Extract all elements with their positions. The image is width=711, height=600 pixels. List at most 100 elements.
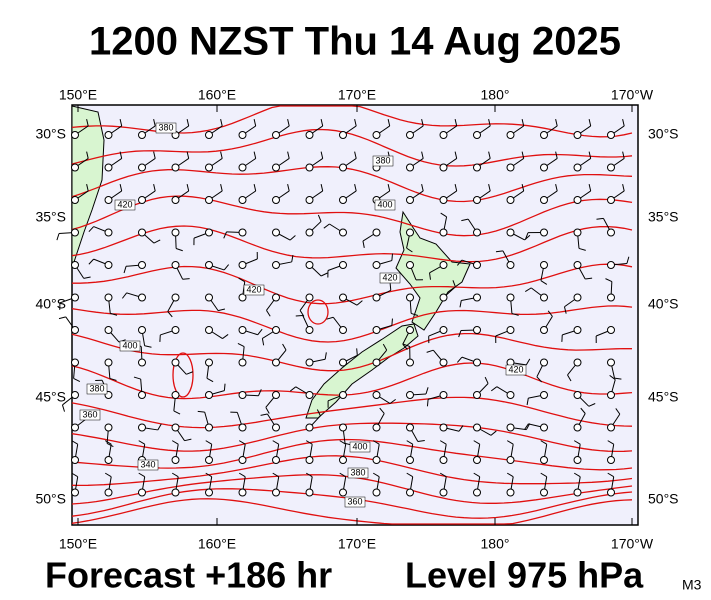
barb-flag: [339, 440, 346, 445]
barb-station: [439, 228, 448, 237]
barb-flag: [372, 472, 380, 478]
barb-flag: [88, 226, 95, 233]
barb-station: [138, 391, 146, 399]
barb-station: [205, 488, 213, 497]
barb-station: [607, 456, 615, 464]
barb-station: [104, 163, 113, 172]
barb-station: [540, 326, 548, 334]
barb-flag: [173, 410, 181, 415]
barb-station: [272, 391, 280, 399]
barb-station: [71, 163, 79, 172]
contour-label: 400: [352, 441, 367, 451]
barb-flag: [454, 151, 458, 159]
barb-flag: [540, 280, 548, 285]
barb-station: [104, 423, 113, 432]
barb-flag: [511, 312, 519, 316]
barb-station: [439, 488, 448, 497]
barb-flag: [205, 472, 212, 478]
barb-flag: [607, 472, 614, 478]
isobar: [71, 455, 633, 487]
barb-station: [138, 423, 146, 432]
barb-station: [473, 293, 481, 302]
barb-flag: [223, 231, 227, 239]
barb-flag: [354, 151, 357, 159]
barb-station: [104, 326, 113, 334]
barb-station: [305, 261, 314, 269]
barb-flag: [71, 472, 78, 478]
barb-station: [339, 196, 347, 204]
barb-station: [607, 196, 615, 204]
latitude-label: 35°S: [35, 209, 66, 225]
barb-flag: [58, 316, 66, 320]
barb-station: [138, 488, 146, 497]
contour-label-box: [347, 467, 369, 479]
barb-station: [305, 196, 314, 204]
barb-flag: [88, 258, 94, 265]
barb-station: [272, 228, 280, 237]
barb-flag: [157, 423, 162, 431]
barb-station: [104, 456, 113, 464]
barb-flag: [104, 472, 112, 478]
barb-station: [372, 488, 381, 497]
contour-label-box: [349, 441, 371, 453]
barb-station: [607, 293, 615, 302]
barb-flag: [417, 439, 425, 442]
isobar: [307, 299, 329, 325]
barb-flag: [261, 338, 265, 346]
barb-station: [607, 488, 615, 497]
barb-station: [138, 131, 146, 139]
barb-station: [573, 358, 582, 367]
latitude-label: 30°S: [648, 126, 679, 142]
barb-flag: [184, 438, 192, 442]
barb-station: [473, 131, 481, 139]
barb-station: [238, 423, 247, 432]
barb-station: [406, 391, 414, 399]
map-frame: [71, 104, 639, 526]
barb-flag: [133, 376, 141, 380]
barb-station: [540, 131, 548, 139]
barb-flag: [580, 407, 586, 414]
barb-station: [238, 196, 247, 204]
barb-flag: [452, 280, 456, 287]
barb-flag: [379, 407, 385, 414]
barb-flag: [320, 272, 328, 277]
barb-station: [607, 131, 615, 139]
barb-flag: [421, 151, 424, 159]
longitude-label: 170°W: [611, 536, 654, 552]
barb-station: [573, 326, 582, 334]
barb-flag: [521, 184, 525, 192]
isobar: [71, 225, 633, 263]
barb-station: [607, 423, 615, 432]
barb-flag: [316, 409, 321, 416]
barb-station: [573, 228, 582, 237]
barb-flag: [167, 311, 173, 318]
barb-flag: [387, 184, 391, 192]
contour-label-box: [243, 284, 265, 296]
contour-label-box: [344, 496, 366, 508]
barb-flag: [391, 253, 393, 261]
barb-station: [205, 326, 213, 334]
barb-flag: [456, 259, 463, 266]
barb-station: [540, 488, 548, 497]
barb-flag: [622, 184, 625, 192]
contour-label-box: [155, 122, 177, 134]
barb-station: [473, 196, 481, 204]
barb-flag: [382, 343, 388, 351]
barb-flag: [153, 239, 161, 244]
barb-flag: [454, 184, 458, 192]
barb-flag: [439, 440, 447, 445]
isobar: [71, 438, 633, 471]
barb-station: [238, 391, 247, 399]
contour-label: 420: [246, 284, 261, 294]
barb-flag: [567, 374, 572, 382]
barb-station: [372, 358, 381, 367]
barb-station: [171, 293, 180, 302]
barb-station: [71, 131, 79, 139]
barb-flag: [426, 399, 429, 407]
barb-station: [506, 261, 515, 269]
barb-flag: [138, 440, 145, 445]
barb-station: [71, 293, 79, 302]
barb-station: [607, 358, 615, 367]
barb-flag: [144, 345, 152, 348]
barb-flag: [525, 287, 532, 292]
